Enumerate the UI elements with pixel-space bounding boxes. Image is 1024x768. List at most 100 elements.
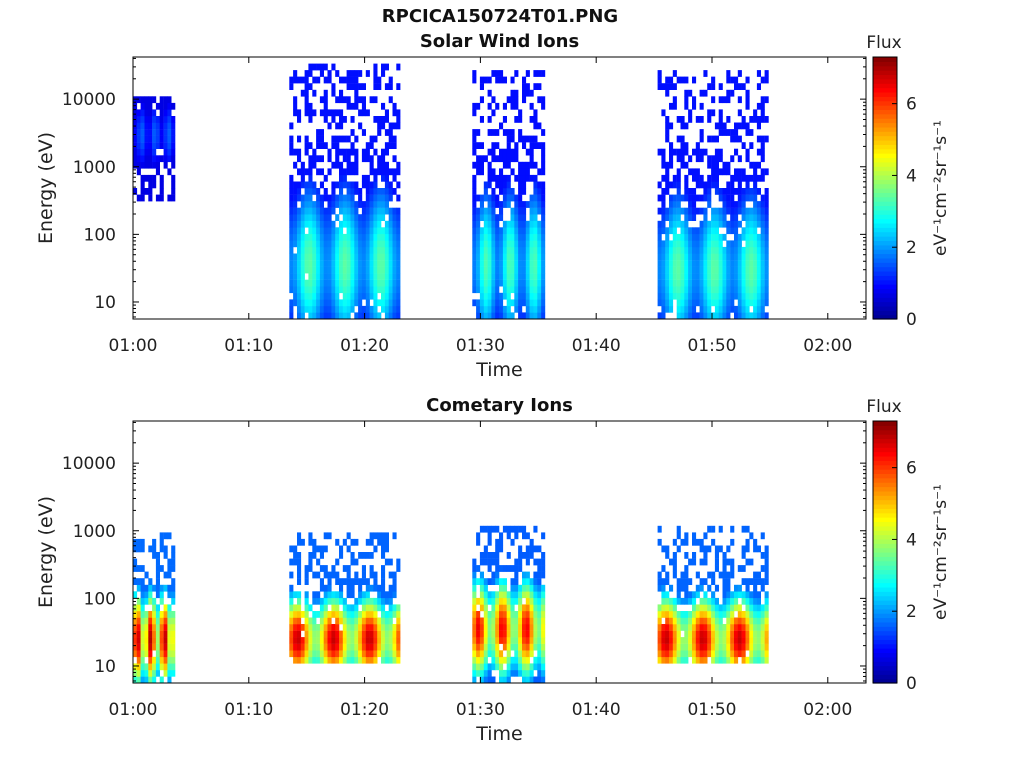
heatmap-cell (707, 545, 712, 553)
heatmap-cell (525, 552, 530, 559)
heatmap-cell (510, 155, 515, 163)
heatmap-cell (522, 650, 527, 658)
heatmap-cell (734, 266, 739, 274)
heatmap-cell (714, 266, 719, 274)
heatmap-cell (707, 227, 712, 235)
heatmap-cell (297, 305, 302, 313)
heatmap-cell (304, 650, 309, 658)
heatmap-cell (749, 279, 754, 287)
heatmap-cell (726, 273, 731, 280)
heatmap-cell (346, 148, 351, 156)
heatmap-cell (699, 656, 704, 664)
heatmap-cell (541, 207, 546, 215)
heatmap-cell (707, 630, 712, 638)
heatmap-cell (392, 299, 397, 307)
heatmap-cell (661, 148, 666, 156)
heatmap-cell (342, 273, 347, 280)
heatmap-cell (381, 148, 386, 156)
heatmap-cell (722, 643, 727, 651)
heatmap-cell (680, 142, 685, 149)
heatmap-cell (361, 597, 366, 605)
heatmap-cell (525, 253, 530, 261)
heatmap-cell (140, 116, 145, 123)
heatmap-cell (499, 545, 504, 553)
heatmap-cell (312, 650, 317, 658)
heatmap-cell (737, 312, 742, 320)
heatmap-cell (737, 188, 742, 195)
heatmap-cell (688, 89, 693, 97)
heatmap-cell (518, 266, 523, 274)
heatmap-cell (316, 286, 321, 294)
heatmap-cell (518, 643, 523, 651)
heatmap-cell (714, 604, 719, 612)
heatmap-cell (335, 650, 340, 658)
heatmap-cell (342, 214, 347, 221)
heatmap-cell (300, 292, 305, 300)
heatmap-cell (518, 253, 523, 261)
heatmap-cell (502, 102, 507, 110)
heatmap-cell (502, 611, 507, 618)
heatmap-cell (297, 565, 302, 572)
heatmap-cell (514, 260, 519, 267)
heatmap-cell (730, 305, 735, 313)
heatmap-cell (476, 240, 481, 248)
heatmap-cell (756, 604, 761, 612)
heatmap-cell (152, 181, 157, 189)
heatmap-cell (676, 116, 681, 123)
heatmap-cell (133, 558, 138, 566)
heatmap-cell (304, 305, 309, 313)
heatmap-cell (136, 161, 141, 169)
heatmap-cell (518, 650, 523, 658)
heatmap-cell (669, 292, 674, 300)
heatmap-cell (167, 109, 172, 117)
heatmap-cell (506, 292, 511, 300)
heatmap-cell (381, 305, 386, 313)
heatmap-cell (479, 142, 484, 149)
heatmap-cell (676, 194, 681, 202)
heatmap-cell (525, 630, 530, 638)
heatmap-cell (672, 279, 677, 287)
heatmap-cell (749, 194, 754, 202)
heatmap-cell (381, 591, 386, 599)
heatmap-cell (707, 279, 712, 287)
heatmap-cell (699, 643, 704, 651)
heatmap-cell (358, 299, 363, 307)
heatmap-cell (365, 207, 370, 215)
heatmap-cell (502, 525, 507, 533)
heatmap-cell (308, 246, 313, 254)
heatmap-cell (365, 233, 370, 241)
heatmap-cell (764, 96, 769, 104)
heatmap-cell (737, 624, 742, 631)
heatmap-cell (749, 227, 754, 235)
heatmap-cell (316, 135, 321, 143)
heatmap-cell (171, 545, 176, 553)
heatmap-cell (533, 253, 538, 261)
heatmap-cell (514, 617, 519, 625)
heatmap-cell (312, 637, 317, 644)
heatmap-cell (684, 207, 689, 215)
heatmap-cell (312, 286, 317, 294)
heatmap-cell (358, 312, 363, 320)
heatmap-cell (152, 538, 157, 546)
heatmap-cell (136, 122, 141, 130)
heatmap-cell (342, 617, 347, 625)
heatmap-cell (346, 246, 351, 254)
heatmap-cell (722, 122, 727, 130)
heatmap-cell (499, 207, 504, 215)
heatmap-cell (293, 273, 298, 280)
heatmap-cell (312, 305, 317, 313)
heatmap-cell (734, 650, 739, 658)
heatmap-cell (533, 286, 538, 294)
panel-title-cometary: Cometary Ions (426, 395, 573, 416)
heatmap-cell (714, 214, 719, 221)
heatmap-cell (487, 299, 492, 307)
heatmap-cell (384, 116, 389, 123)
heatmap-cell (365, 584, 370, 592)
heatmap-cell (144, 676, 149, 684)
heatmap-cell (529, 240, 534, 248)
heatmap-cell (741, 174, 746, 182)
heatmap-cell (734, 168, 739, 176)
heatmap-cell (522, 233, 527, 241)
heatmap-cell (369, 155, 374, 163)
heatmap-cell (171, 102, 176, 110)
